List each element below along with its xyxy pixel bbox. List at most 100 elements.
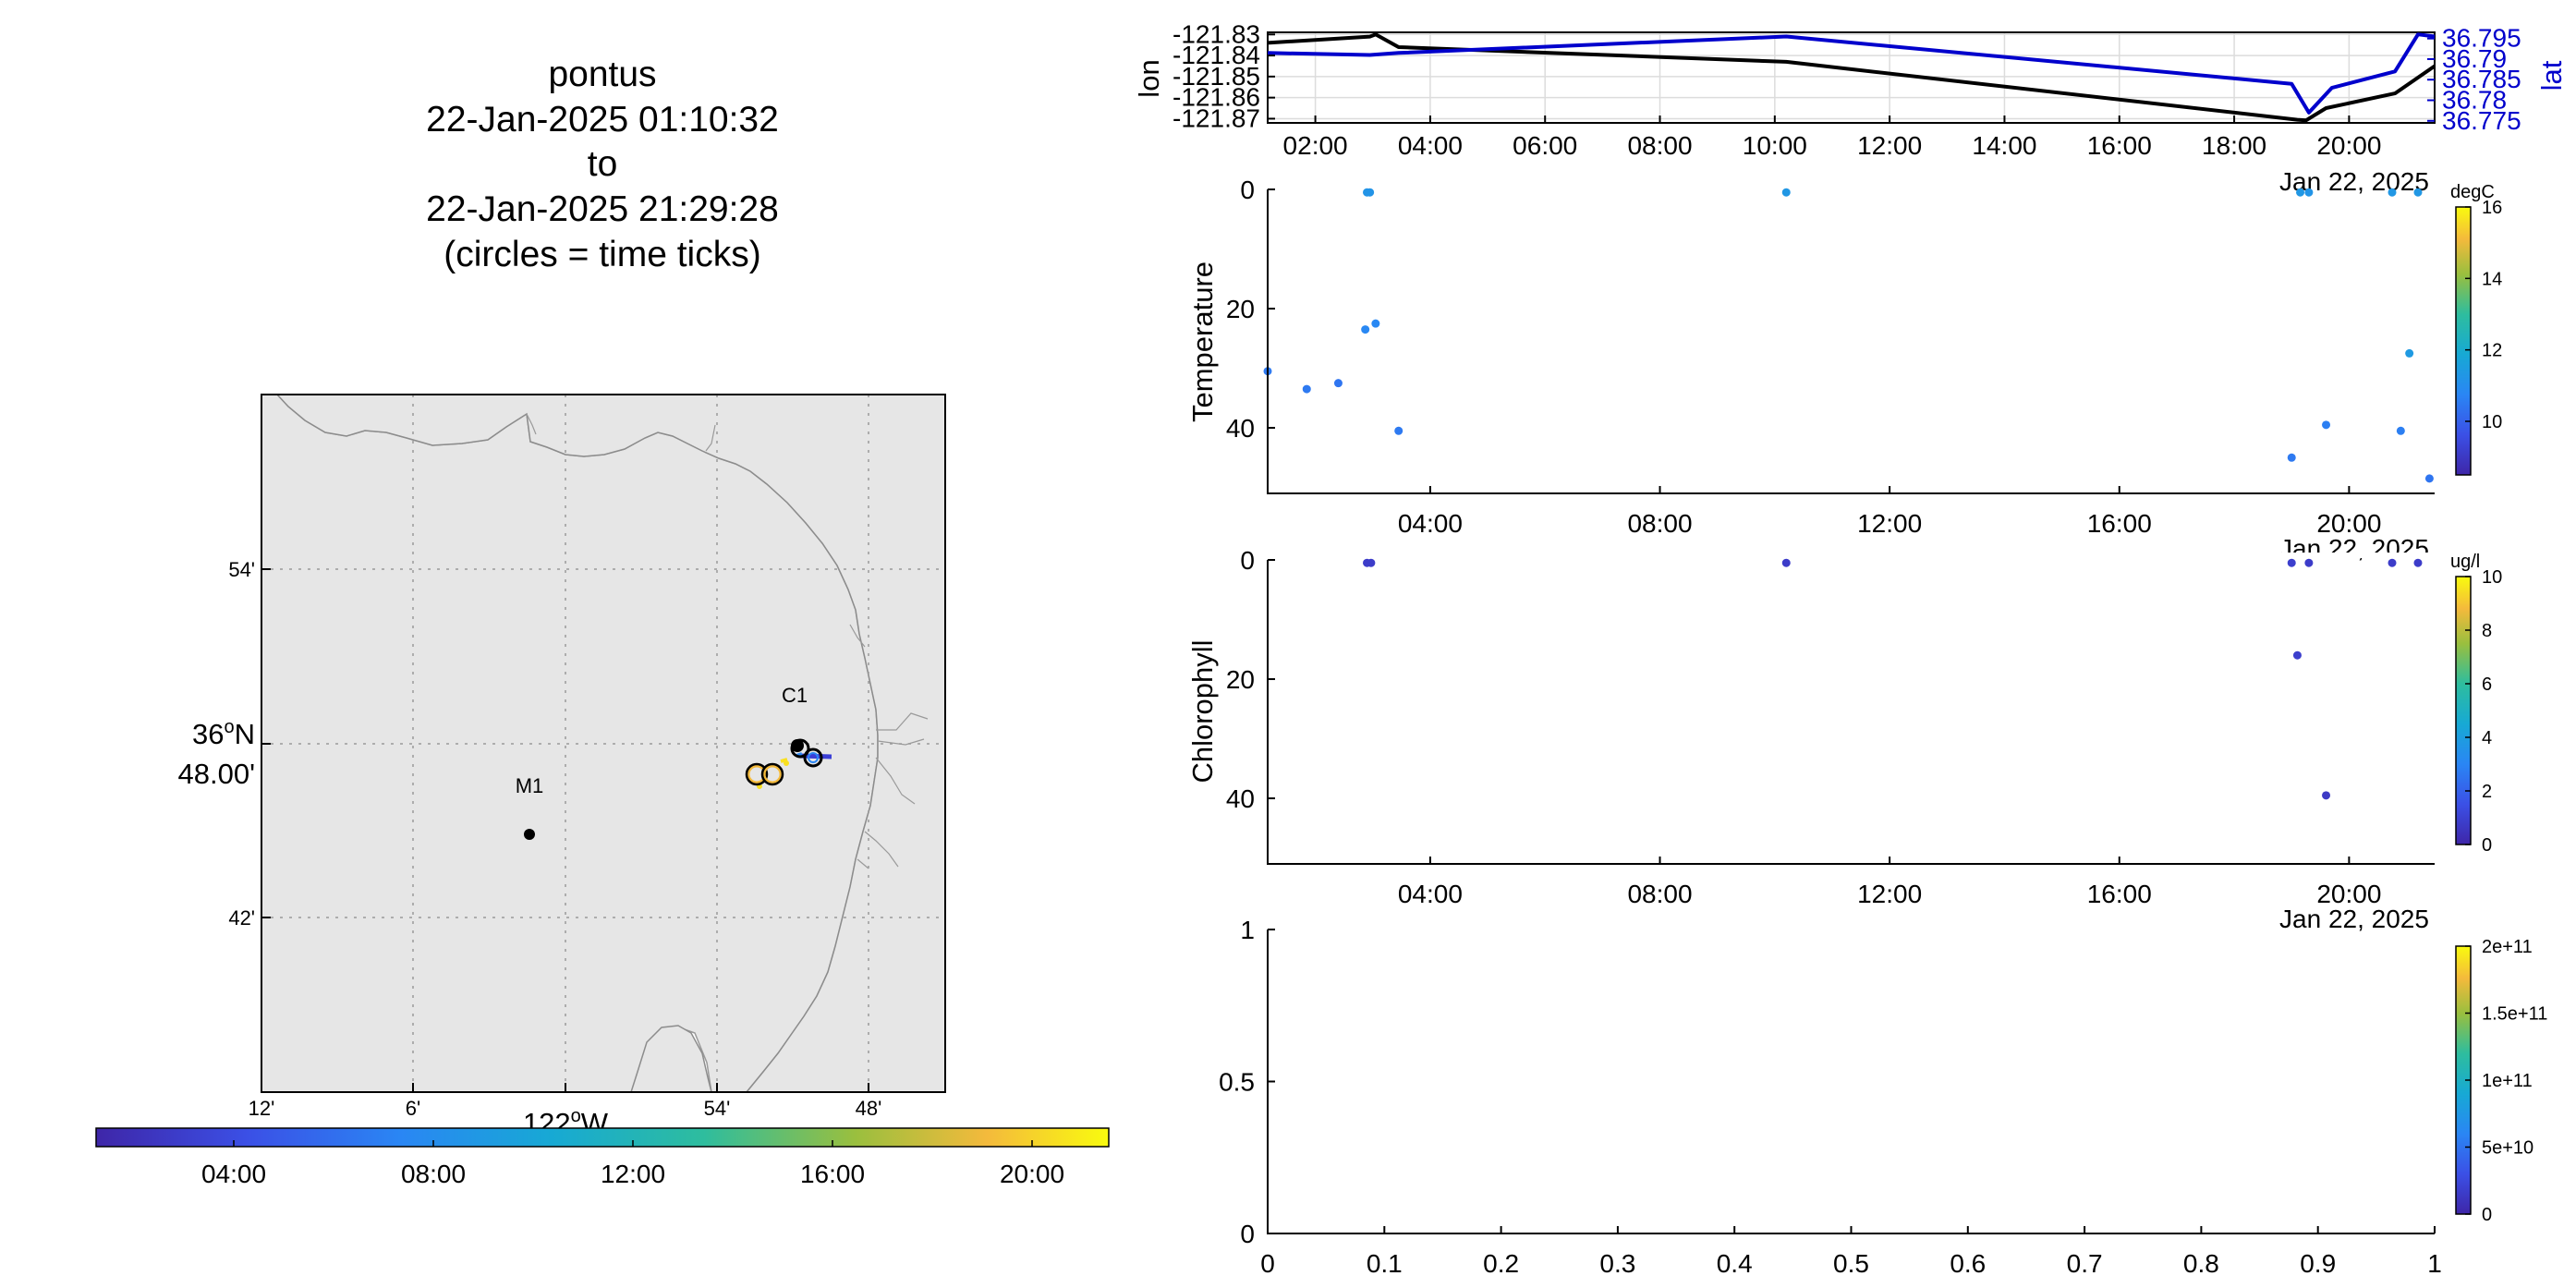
map-axes: 54' 36oN 48.00' 42' 12' 6' 122oW 54' 48'…: [178, 394, 946, 1139]
station-marker: [524, 829, 535, 840]
colorbar-tick-label: 14: [2482, 269, 2502, 289]
x-tick-label: 14:00: [1972, 131, 2036, 160]
temperature-chart: 04:00 08:00 12:00 16:00 20:00 0 20 40 Jan 22, 20…: [1186, 176, 2502, 563]
colorbar-tick: 20:00: [1000, 1160, 1064, 1188]
x-tick-label: 20:00: [2316, 509, 2381, 538]
y-tick-label: -121.86: [1173, 83, 1260, 112]
x-tick-label: 20:00: [2316, 880, 2381, 908]
colorbar-gradient: [2455, 206, 2472, 476]
date-label: Jan 22, 2025: [2279, 534, 2429, 563]
y-tick-label: 40: [1226, 414, 1255, 443]
colorbar-tick: 08:00: [401, 1160, 466, 1188]
station-m1: M1: [516, 774, 544, 840]
colorbar-tick-label: 0: [2482, 1205, 2492, 1225]
map-title-line-5: (circles = time ticks): [444, 235, 760, 274]
x-tick-label: 18:00: [2202, 131, 2266, 160]
map-lat-center-label: 36oN: [192, 717, 255, 750]
data-point: [2396, 426, 2405, 435]
data-point: [1781, 188, 1791, 197]
y2-tick-label: 36.785: [2442, 65, 2521, 93]
chlorophyll-ylabel: Chlorophyll: [1186, 639, 1219, 783]
lonlat-ylabel: lon: [1133, 59, 1165, 97]
x-tick-label: 04:00: [1398, 880, 1463, 908]
track-segment: [780, 758, 788, 763]
data-point: [1302, 384, 1311, 394]
y-tick-label: 0: [1240, 546, 1255, 575]
colorbar-tick-label: 1.5e+11: [2482, 1004, 2547, 1025]
data-point: [1333, 379, 1343, 388]
data-point: [2322, 791, 2331, 800]
lonlat-frame: [1267, 31, 2436, 124]
colorbar-tick-label: 16: [2482, 198, 2502, 218]
map-lat-tick-42: 42': [228, 906, 255, 930]
data-point: [2304, 188, 2314, 197]
lonlat-grid: [1268, 32, 2435, 123]
map-lon-tick-6: 6': [406, 1097, 420, 1120]
lonlat-chart: 02:00 04:00 06:00 08:00 10:00 12:00 14:00 16:00…: [1133, 19, 2568, 196]
vehicle-track: [745, 738, 832, 789]
data-point: [1361, 325, 1370, 334]
river-lines: [526, 413, 929, 805]
station-c1: C1: [782, 684, 808, 752]
lonlat-ticks: 02:00 04:00 06:00 08:00 10:00 12:00 14:00 16:00…: [1173, 19, 2521, 160]
y-tick-label: 20: [1226, 295, 1255, 323]
map-tick-marks: [261, 568, 869, 1092]
x-tick-label: 0.9: [2300, 1249, 2336, 1278]
data-point: [1366, 188, 1375, 197]
x-tick-label: 0.4: [1717, 1249, 1753, 1278]
map-lat-center-deg: 36: [192, 718, 224, 750]
data-point: [2304, 558, 2314, 567]
y-tick-label: 0.5: [1219, 1068, 1255, 1097]
map-lat-center-minutes: 48.00': [178, 758, 256, 790]
map-grid: [261, 395, 945, 1092]
y2-tick-label: 36.775: [2442, 106, 2521, 135]
station-label: M1: [516, 774, 544, 797]
colorbar-tick-label: 5e+10: [2482, 1138, 2533, 1159]
data-point: [2388, 558, 2397, 567]
colorbar-gradient: [95, 1127, 1110, 1148]
data-point: [2287, 558, 2296, 567]
date-label-mask: [2254, 553, 2439, 558]
time-tick-circle: [808, 752, 819, 763]
data-point: [2287, 453, 2296, 462]
colorbar-tick-label: 8: [2482, 621, 2492, 641]
date-label: Jan 22, 2025: [2279, 905, 2429, 933]
x-tick-label: 16:00: [2087, 880, 2152, 908]
x-tick-label: 0.7: [2067, 1249, 2103, 1278]
map-title-line-1: pontus: [548, 55, 656, 94]
y-tick-label: -121.84: [1173, 41, 1260, 69]
empty-colorbar: 2e+11 1.5e+11 1e+11 5e+10 0: [2455, 937, 2547, 1225]
chlorophyll-colorbar: ug/l 10 8 6 4 2 0: [2450, 552, 2502, 856]
data-point: [1367, 558, 1376, 567]
data-point: [2388, 188, 2397, 197]
map-lat-degree-sup: o: [224, 717, 234, 737]
time-tick-circle: [745, 762, 769, 786]
empty-ticks: 0 0.1 0.2 0.3 0.4 0.5 0.6 0.7 0.8 0.9 1 1 0.5 0: [1219, 916, 2442, 1278]
coastline: [276, 394, 879, 1093]
south-bay-coast: [629, 1025, 712, 1093]
colorbar-tick-label: 2e+11: [2482, 937, 2533, 957]
x-tick-label: 02:00: [1283, 131, 1348, 160]
x-tick-label: 0.3: [1599, 1249, 1635, 1278]
y-tick-label: 20: [1226, 665, 1255, 694]
data-point: [2413, 188, 2423, 197]
x-tick-label: 1: [2427, 1249, 2442, 1278]
lonlat-series: [1267, 32, 2436, 123]
colorbar-tick-label: 6: [2482, 674, 2492, 695]
y2-tick-label: 36.79: [2442, 44, 2507, 73]
x-tick-label: 20:00: [2316, 131, 2381, 160]
data-point: [1781, 558, 1791, 567]
lower-coast-detail: [857, 831, 899, 869]
colorbar-tick: 12:00: [601, 1160, 665, 1188]
map-title-line-4: 22-Jan-2025 21:29:28: [426, 189, 779, 229]
chlorophyll-axes: [1267, 560, 2435, 865]
colorbar-tick-label: 12: [2482, 341, 2502, 361]
colorbar-unit: degC: [2450, 182, 2495, 202]
land-interior-fill: [277, 395, 945, 1092]
x-tick-label: 12:00: [1857, 131, 1922, 160]
temperature-ticks: 04:00 08:00 12:00 16:00 20:00 0 20 40 Jan 22, 20…: [1226, 176, 2429, 563]
y-tick-label: -121.85: [1173, 62, 1260, 91]
y-tick-label: 0: [1240, 176, 1255, 204]
data-point: [1394, 426, 1403, 435]
map-lat-suffix: N: [235, 718, 255, 750]
